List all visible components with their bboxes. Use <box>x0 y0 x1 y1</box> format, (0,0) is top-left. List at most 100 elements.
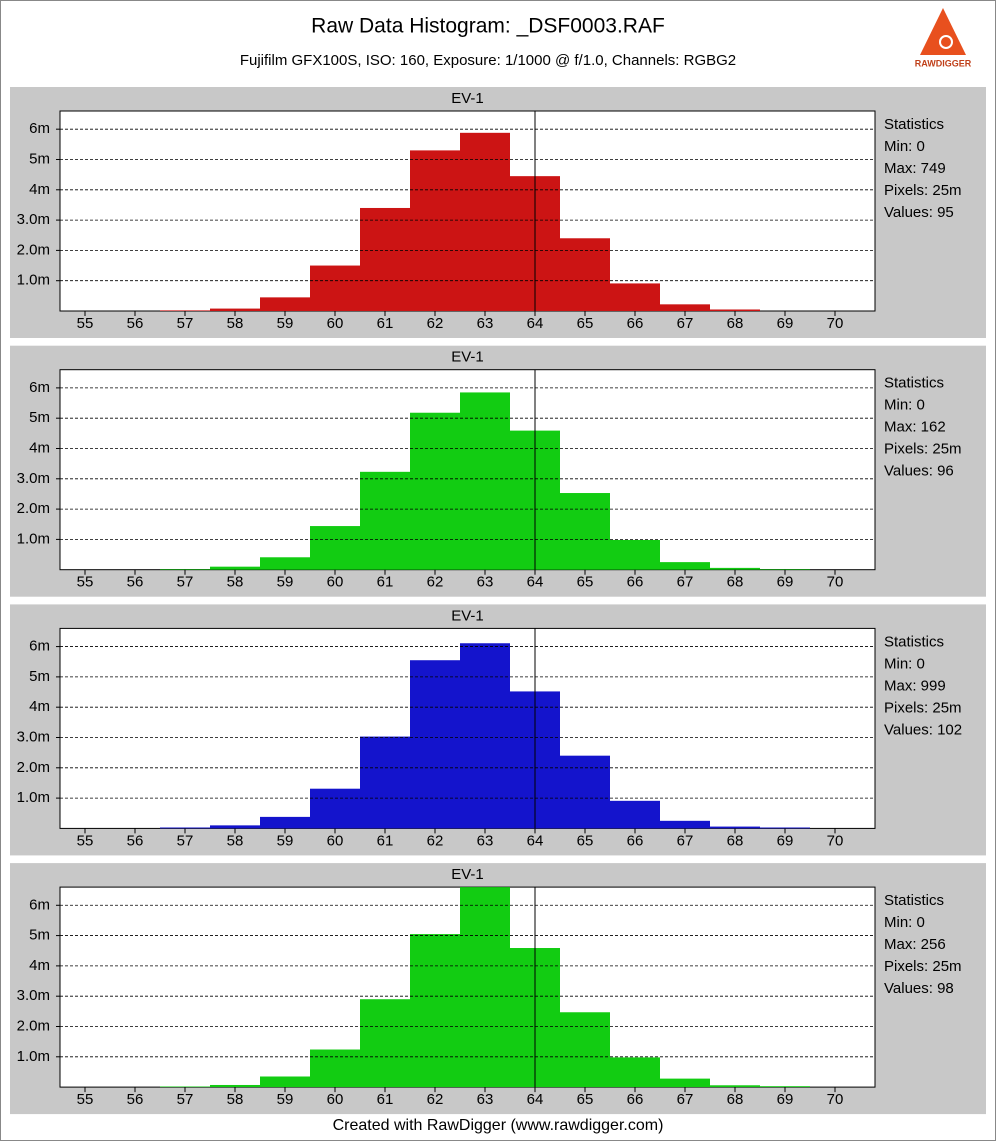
x-tick-label: 57 <box>177 574 194 591</box>
histogram-bar <box>460 887 510 1088</box>
x-tick-label: 64 <box>527 1091 544 1108</box>
y-tick-label: 3.0m <box>17 728 50 745</box>
statistics-text: Max: 256 <box>884 936 946 953</box>
x-tick-label: 55 <box>77 832 94 849</box>
histogram-bar <box>460 392 510 570</box>
statistics-text: Max: 749 <box>884 160 946 177</box>
x-tick-label: 62 <box>427 832 444 849</box>
x-tick-label: 57 <box>177 832 194 849</box>
y-tick-label: 2.0m <box>17 1017 50 1034</box>
y-tick-label: 4m <box>29 181 50 198</box>
histogram-bar <box>710 309 760 311</box>
histogram-bar <box>310 788 360 829</box>
x-tick-label: 63 <box>477 832 494 849</box>
logo: RAWDIGGER <box>915 8 972 68</box>
histogram-bar <box>260 816 310 829</box>
y-tick-label: 6m <box>29 638 50 655</box>
histogram-bar <box>310 265 360 311</box>
statistics-text: Values: 102 <box>884 721 962 738</box>
y-tick-label: 5m <box>29 409 50 426</box>
x-tick-label: 68 <box>727 315 744 332</box>
x-tick-label: 56 <box>127 315 144 332</box>
histogram-bar <box>410 412 460 570</box>
x-tick-label: 68 <box>727 1091 744 1108</box>
histogram-bar <box>610 1057 660 1088</box>
y-tick-label: 6m <box>29 896 50 913</box>
y-tick-label: 6m <box>29 120 50 137</box>
statistics-text: Min: 0 <box>884 655 925 672</box>
y-tick-label: 4m <box>29 957 50 974</box>
x-tick-label: 67 <box>677 574 694 591</box>
panel-title: EV-1 <box>451 866 484 883</box>
x-tick-label: 64 <box>527 832 544 849</box>
statistics-text: Pixels: 25m <box>884 441 962 458</box>
y-tick-label: 1.0m <box>17 789 50 806</box>
x-tick-label: 65 <box>577 574 594 591</box>
histogram-bar <box>460 643 510 829</box>
histogram-bar <box>310 1049 360 1088</box>
x-tick-label: 63 <box>477 1091 494 1108</box>
histogram-bar <box>660 304 710 311</box>
histogram-bar <box>410 660 460 829</box>
statistics-text: Statistics <box>884 375 944 392</box>
histogram-bar <box>160 827 210 829</box>
histogram-bar <box>560 493 610 570</box>
x-tick-label: 69 <box>777 574 794 591</box>
statistics-text: Statistics <box>884 633 944 650</box>
x-tick-label: 67 <box>677 315 694 332</box>
histogram-bar <box>360 999 410 1088</box>
panel-title: EV-1 <box>451 349 484 366</box>
histogram-panel: EV-1 1.0m 2.0m 3.0m 4m 5m 6m 55 56 57 58 59 60 61 62 63… <box>10 863 986 1115</box>
x-tick-label: 66 <box>627 1091 644 1108</box>
y-tick-label: 2.0m <box>17 759 50 776</box>
statistics-text: Max: 999 <box>884 677 946 694</box>
histogram-bar <box>560 238 610 311</box>
x-tick-label: 66 <box>627 315 644 332</box>
x-tick-label: 70 <box>827 315 844 332</box>
x-tick-label: 65 <box>577 315 594 332</box>
histogram-bar <box>460 132 510 311</box>
x-tick-label: 63 <box>477 574 494 591</box>
x-tick-label: 55 <box>77 315 94 332</box>
x-tick-label: 66 <box>627 832 644 849</box>
x-tick-label: 60 <box>327 315 344 332</box>
x-tick-label: 55 <box>77 574 94 591</box>
x-tick-label: 59 <box>277 574 294 591</box>
histogram-bar <box>660 820 710 829</box>
x-tick-label: 58 <box>227 832 244 849</box>
statistics-text: Min: 0 <box>884 397 925 414</box>
histogram-bar <box>210 308 260 311</box>
x-tick-label: 55 <box>77 1091 94 1108</box>
histogram-bar <box>760 827 810 829</box>
x-tick-label: 69 <box>777 1091 794 1108</box>
x-tick-label: 68 <box>727 832 744 849</box>
logo-text: RAWDIGGER <box>915 58 972 68</box>
x-tick-label: 59 <box>277 315 294 332</box>
histogram-bar <box>660 1078 710 1088</box>
histogram-panel: EV-1 1.0m 2.0m 3.0m 4m 5m 6m 55 56 57 58 59 60 61 62 63… <box>10 345 986 597</box>
footer: Created with RawDigger (www.rawdigger.co… <box>333 1117 664 1134</box>
x-tick-label: 56 <box>127 574 144 591</box>
x-tick-label: 64 <box>527 315 544 332</box>
x-tick-label: 60 <box>327 1091 344 1108</box>
histogram-panel: EV-1 1.0m 2.0m 3.0m 4m 5m 6m 55 56 57 58 59 60 61 62 63… <box>10 87 986 338</box>
logo-glyph <box>939 35 953 49</box>
histogram-bar <box>160 310 210 311</box>
statistics-text: Min: 0 <box>884 138 925 155</box>
page-subtitle: Fujifilm GFX100S, ISO: 160, Exposure: 1/… <box>240 52 736 69</box>
statistics-text: Pixels: 25m <box>884 182 962 199</box>
histogram-bar <box>610 283 660 311</box>
y-tick-label: 4m <box>29 698 50 715</box>
x-tick-label: 67 <box>677 1091 694 1108</box>
x-tick-label: 61 <box>377 574 394 591</box>
histogram-bar <box>710 826 760 829</box>
x-tick-label: 59 <box>277 1091 294 1108</box>
histogram-bar <box>610 540 660 570</box>
statistics-text: Max: 162 <box>884 419 946 436</box>
y-tick-label: 1.0m <box>17 1048 50 1065</box>
x-tick-label: 59 <box>277 832 294 849</box>
x-tick-label: 70 <box>827 574 844 591</box>
histogram-bar <box>210 566 260 570</box>
y-tick-label: 1.0m <box>17 272 50 289</box>
